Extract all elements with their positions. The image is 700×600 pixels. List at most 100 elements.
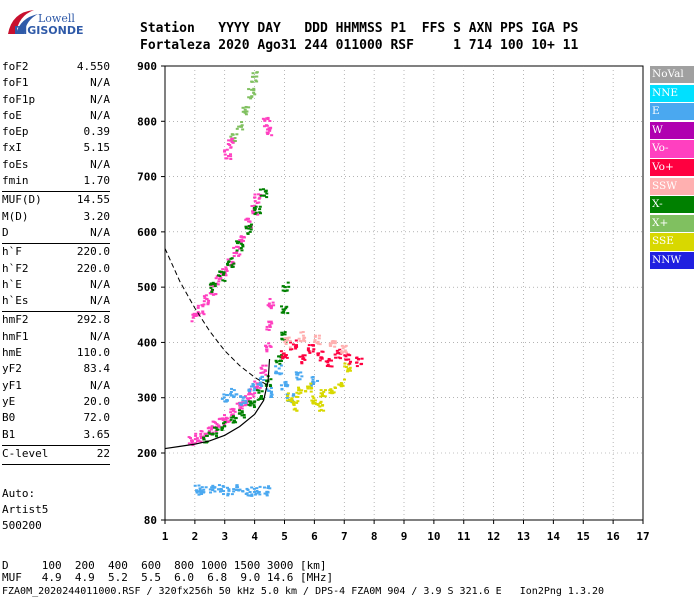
data-point [232,139,236,142]
data-point [247,96,251,99]
data-point [267,127,271,130]
x-tick-label: 7 [341,530,348,543]
data-point [312,397,316,400]
data-point [204,294,208,297]
data-point [254,492,258,495]
data-point [253,93,257,96]
data-point [234,416,238,419]
data-point [229,146,233,149]
x-tick-label: 8 [371,530,378,543]
data-point [341,347,345,350]
data-point [297,392,301,395]
data-point [232,389,236,392]
data-point [226,394,230,397]
data-point [319,356,323,359]
data-point [337,383,341,386]
data-point [211,420,215,423]
legend-item-w: W [650,121,694,140]
param-label: yF2 [2,362,22,376]
data-point [262,125,266,128]
data-point [249,228,253,231]
data-point [343,362,347,365]
data-point [257,490,261,493]
legend-item-e: E [650,103,694,121]
data-point [261,364,265,367]
data-point [259,212,263,215]
data-point [216,283,220,286]
data-point [222,485,226,488]
data-point [211,288,215,291]
data-point [257,193,261,196]
param-value: 110.0 [76,346,110,360]
data-point [229,392,233,395]
data-point [252,406,256,409]
data-point [225,420,229,423]
data-point [340,351,344,354]
data-point [259,394,263,397]
data-point [244,401,248,404]
data-point [201,310,205,313]
param-label: foEp [2,125,29,139]
data-point [229,158,233,161]
data-point [226,264,230,267]
data-point [244,225,248,228]
y-tick-label: 300 [137,392,157,405]
data-point [200,486,204,489]
data-point [264,344,268,347]
data-point [247,224,251,227]
data-point [339,385,343,388]
data-point [200,490,204,493]
data-point [251,210,255,213]
data-point [243,110,247,113]
data-point [265,350,269,353]
data-point [231,415,235,418]
data-point [199,435,203,438]
data-point [247,106,251,109]
data-point [193,438,197,441]
data-point [221,268,225,271]
data-point [220,397,224,400]
param-value: 220.0 [76,261,110,275]
data-point [217,280,221,283]
param-row: B1 3.65 [2,428,110,444]
data-point [259,194,263,197]
data-point [202,491,206,494]
data-point [274,371,278,374]
y-tick-label: 400 [137,336,157,349]
data-point [256,398,260,401]
data-point [232,246,236,249]
param-label: foEs [2,157,29,171]
data-point [296,400,300,403]
data-point [314,403,318,406]
param-value: 0.39 [83,125,111,139]
data-point [287,336,291,339]
data-point [248,397,252,400]
data-point [239,242,243,245]
data-point [240,249,244,252]
data-point [333,345,337,348]
param-label: foF1p [2,92,36,106]
header-line-2: Fortaleza 2020 Ago31 244 011000 RSF 1 71… [140,38,579,53]
legend-item-x-: X+ [650,214,694,233]
data-point [235,484,239,487]
data-point [325,365,329,368]
data-point [238,253,242,256]
data-point [284,339,288,342]
data-point [333,386,337,389]
data-point [215,432,219,435]
data-point [286,392,290,395]
data-point [211,426,215,429]
data-point [253,392,257,395]
data-point [286,384,290,387]
y-tick-label: 700 [137,171,157,184]
data-point [262,486,266,489]
data-point [269,378,273,381]
data-point [211,432,215,435]
data-point [255,75,259,78]
data-point [348,362,352,365]
data-point [230,414,234,417]
data-point [208,432,212,435]
param-row: D N/A [2,226,110,242]
data-point [229,408,233,411]
data-point [331,340,335,343]
